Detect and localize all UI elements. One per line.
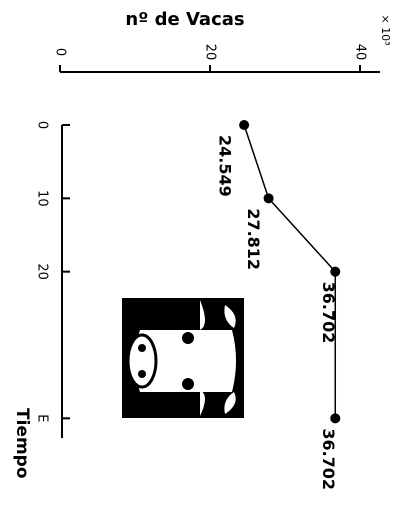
point xyxy=(330,266,341,277)
x-tick-label: E xyxy=(35,414,50,422)
y-unit: × 10³ xyxy=(379,14,392,45)
line xyxy=(243,124,337,419)
data-label: 24.549 xyxy=(216,135,235,197)
data-label: 27.812 xyxy=(244,208,263,270)
point xyxy=(263,193,274,204)
y-tick-label: 40 xyxy=(353,44,368,61)
chart-title: nº de Vacas xyxy=(125,9,244,30)
x-tick-label: 10 xyxy=(35,190,50,207)
point xyxy=(330,413,341,424)
data-label: 36.702 xyxy=(319,282,338,344)
y-tick-label: 20 xyxy=(203,44,218,61)
cow-icon xyxy=(122,298,244,418)
x-axis-label: Tiempo xyxy=(12,408,32,479)
point xyxy=(239,120,250,130)
data-label: 36.702 xyxy=(319,428,338,490)
x-tick-label: 20 xyxy=(35,263,50,280)
y-tick-label: 0 xyxy=(53,48,68,56)
x-tick-label: 0 xyxy=(35,121,50,129)
